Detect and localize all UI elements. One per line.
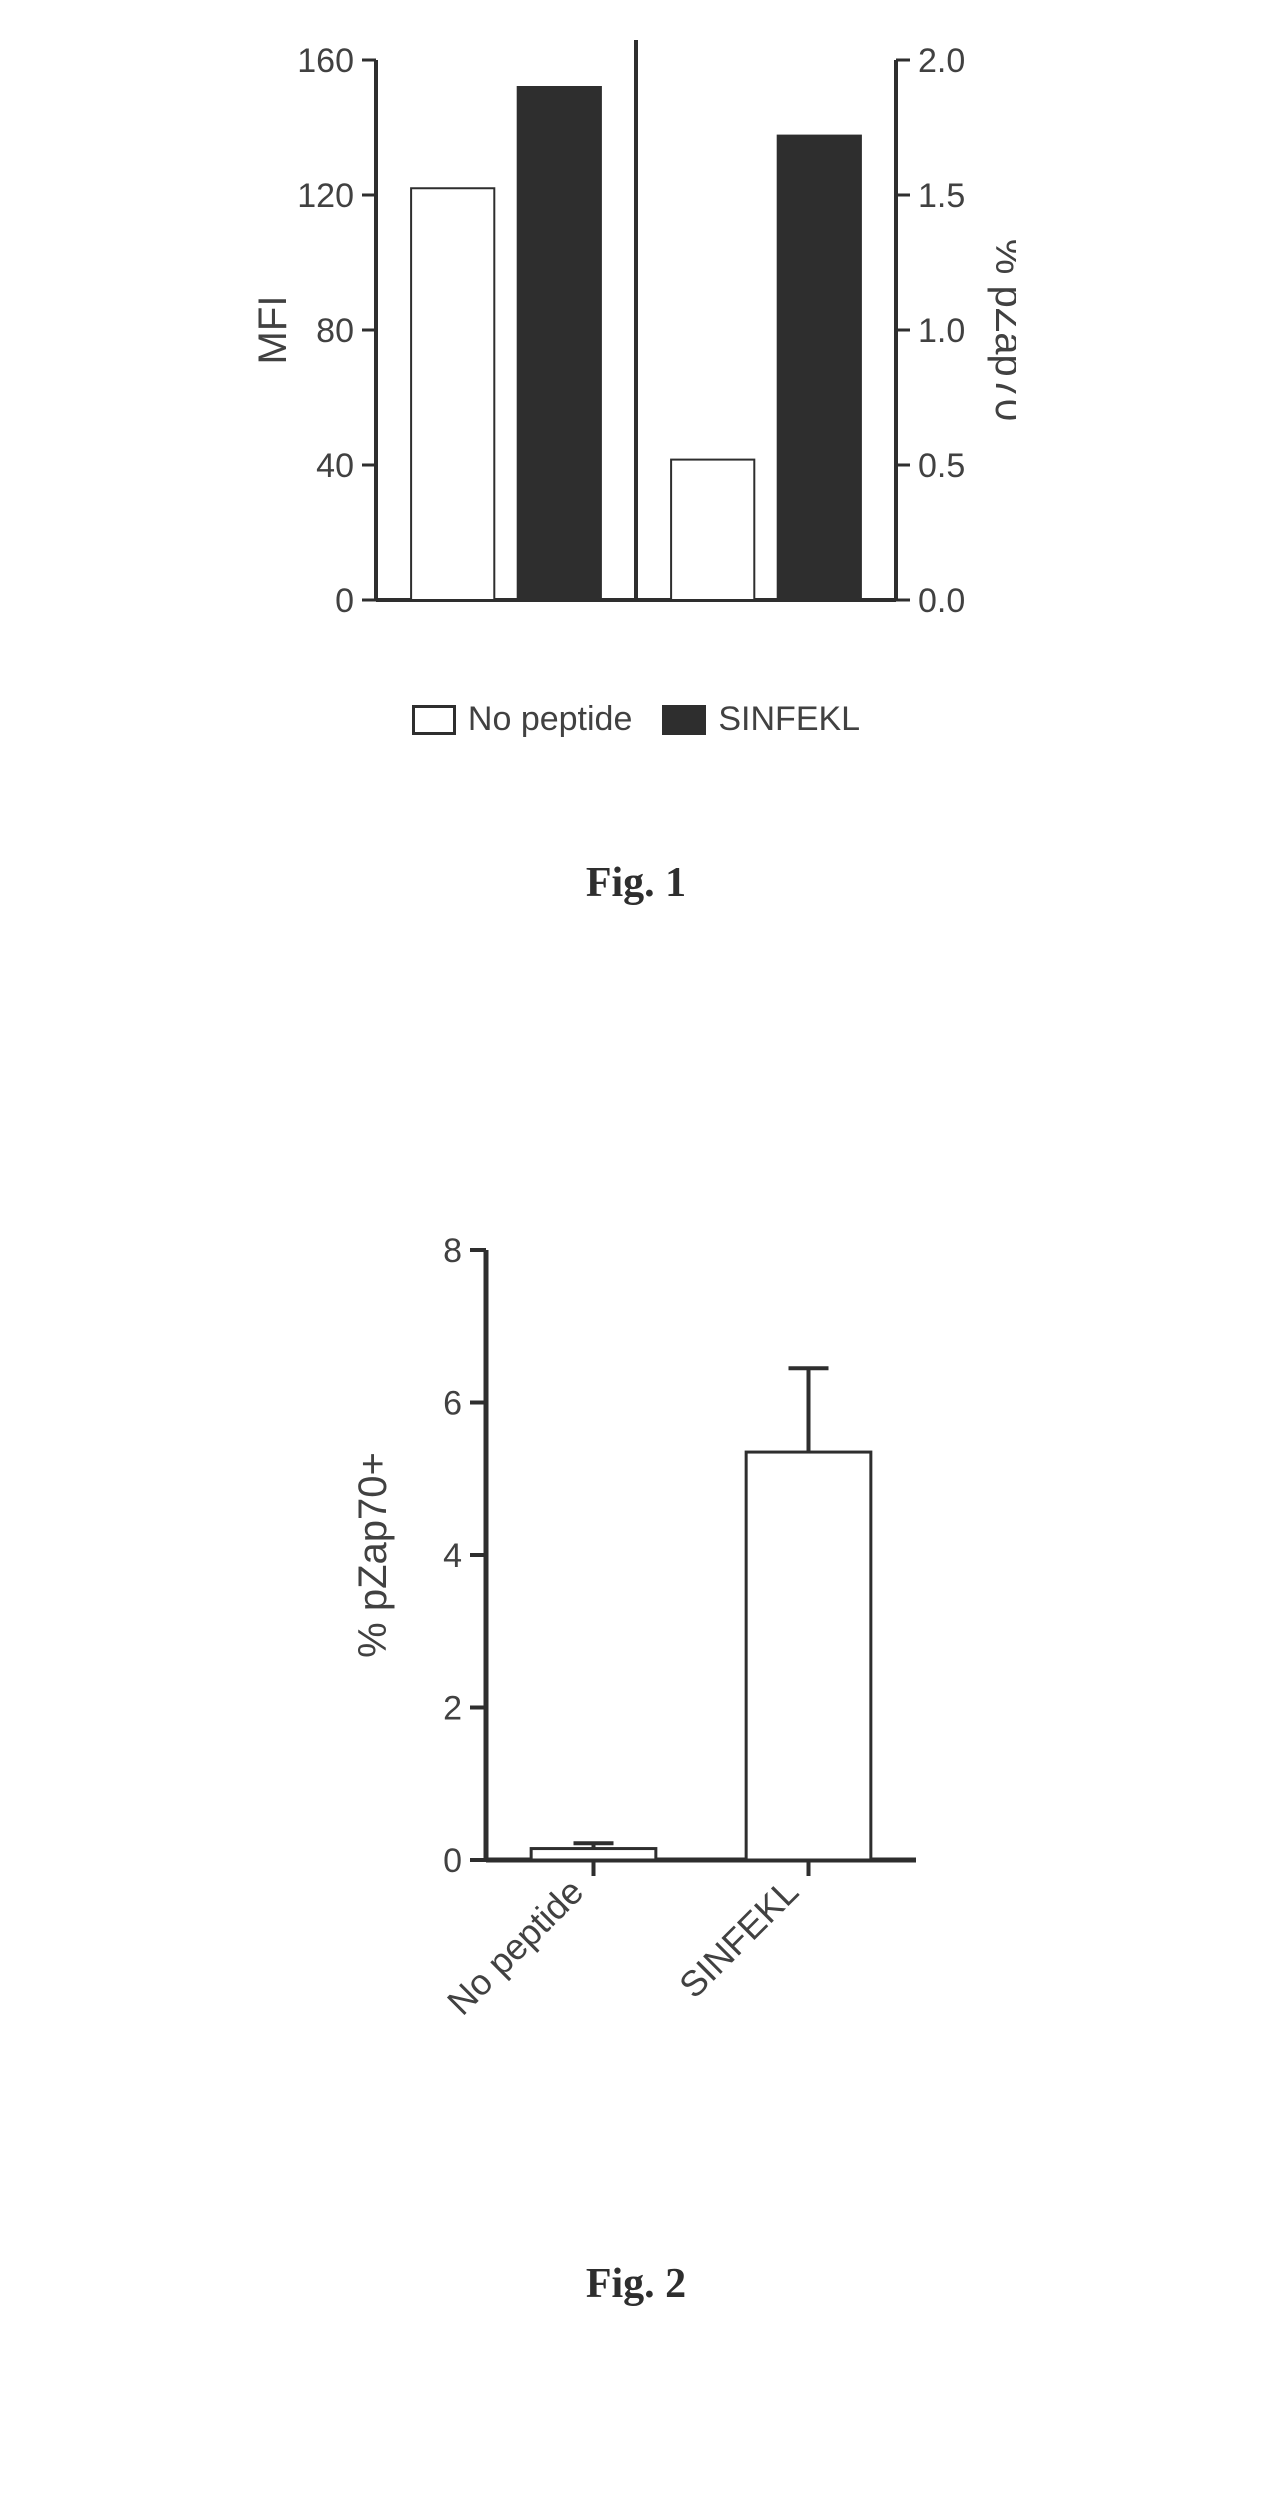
svg-text:80: 80 (316, 312, 354, 350)
svg-text:0.0: 0.0 (918, 582, 965, 620)
svg-text:0.5: 0.5 (918, 447, 965, 485)
svg-text:0: 0 (335, 582, 354, 620)
legend-label: No peptide (468, 700, 632, 739)
svg-text:8: 8 (443, 1232, 462, 1270)
svg-text:No peptide: No peptide (439, 1871, 591, 2023)
svg-text:0: 0 (443, 1842, 462, 1880)
fig1-chart: 0 40 80 120 160 0.0 0.5 1.0 1.5 2.0 MFI % pZap70 (256, 40, 1016, 660)
figure-2: 0 2 4 6 8 % pZap70+ No peptide SINFEKL Fig. 2 (316, 1220, 956, 2308)
fig1-legend: No peptide SINFEKL (256, 700, 1016, 739)
legend-label: SINFEKL (718, 700, 860, 739)
svg-text:6: 6 (443, 1385, 462, 1423)
figure-1: 0 40 80 120 160 0.0 0.5 1.0 1.5 2.0 MFI % pZap70 No… (256, 40, 1016, 907)
svg-text:1.0: 1.0 (918, 312, 965, 350)
svg-text:2: 2 (443, 1690, 462, 1728)
svg-text:120: 120 (297, 177, 354, 215)
svg-text:% pZap70+: % pZap70+ (351, 1452, 395, 1658)
fig2-chart: 0 2 4 6 8 % pZap70+ No peptide SINFEKL (316, 1220, 956, 2140)
legend-item: No peptide (412, 700, 632, 739)
legend-swatch (412, 705, 456, 735)
svg-text:160: 160 (297, 42, 354, 80)
svg-text:2.0: 2.0 (918, 42, 965, 80)
svg-text:1.5: 1.5 (918, 177, 965, 215)
legend-swatch (662, 705, 706, 735)
fig2-caption: Fig. 2 (316, 2260, 956, 2308)
svg-text:40: 40 (316, 447, 354, 485)
svg-text:MFI: MFI (256, 296, 295, 365)
svg-text:% pZap70: % pZap70 (987, 239, 1016, 421)
fig1-caption: Fig. 1 (256, 859, 1016, 907)
svg-text:4: 4 (443, 1537, 462, 1575)
svg-text:SINFEKL: SINFEKL (671, 1871, 806, 2006)
legend-item: SINFEKL (662, 700, 860, 739)
